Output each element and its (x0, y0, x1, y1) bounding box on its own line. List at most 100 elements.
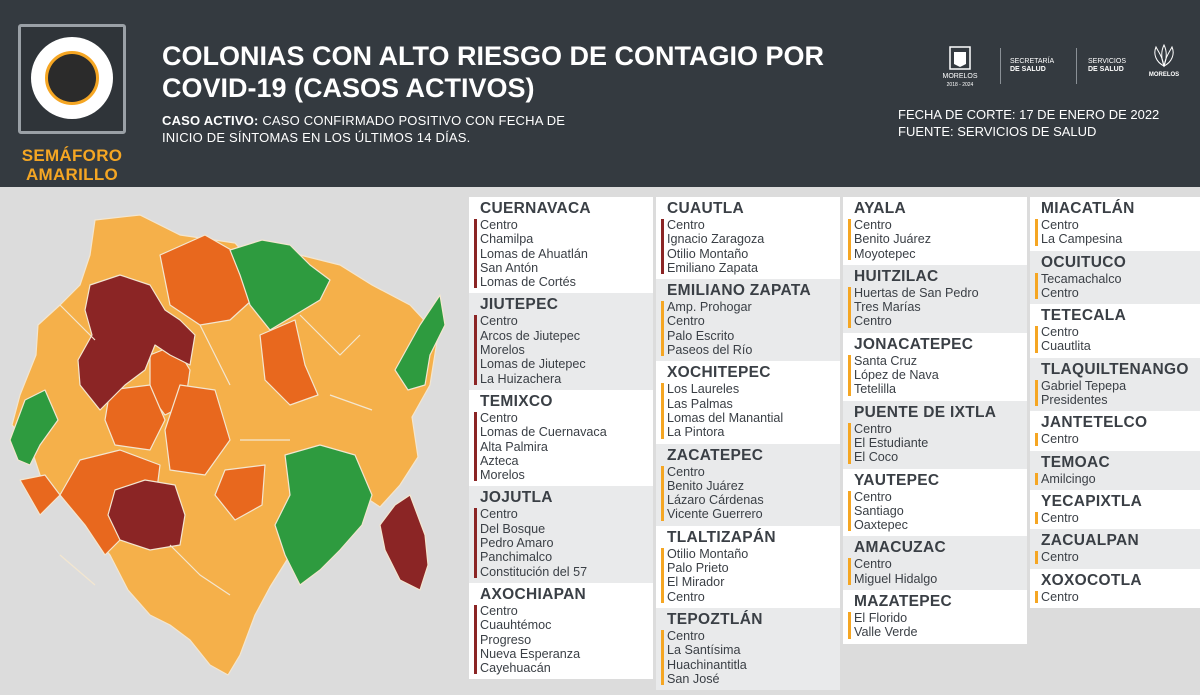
servicios-line2: DE SALUD (1088, 66, 1124, 73)
map-region-red (107, 479, 186, 551)
municipality-column: AYALA Centro Benito Juárez Moyotepec HUITZIL… (843, 197, 1027, 644)
neighborhood-item: El Coco (854, 450, 899, 465)
risk-level-bar (474, 315, 477, 385)
neighborhood-list: Santa Cruz López de Nava Tetelilla (848, 353, 1023, 397)
neighborhood-item: Centro (480, 314, 518, 329)
neighborhood-item: Tres Marías (854, 300, 921, 315)
morelos-government-logo: MORELOS 2018 - 2024 (940, 46, 980, 89)
map-region-green (394, 294, 446, 391)
neighborhood-item: Huachinantitla (667, 657, 747, 672)
neighborhood-list: Centro (1035, 432, 1196, 446)
risk-level-bar (848, 219, 851, 260)
yellow-light-icon (38, 44, 106, 112)
map-region-orange (164, 384, 231, 476)
neighborhood-list: Centro La Santísima Huachinantitla San José (661, 628, 836, 686)
neighborhood-item: Lomas del Manantial (667, 410, 784, 425)
municipality-block: AMACUZAC Centro Miguel Hidalgo (843, 536, 1027, 591)
secretaria-line2: DE SALUD (1010, 66, 1046, 73)
map-region-red (77, 274, 196, 411)
municipality-name: OCUITUCO (1041, 253, 1127, 271)
neighborhood-item: Ignacio Zaragoza (667, 232, 765, 247)
risk-level-bar (474, 219, 477, 289)
state-silhouette-icon (48, 54, 96, 102)
risk-level-bar (1035, 379, 1038, 407)
neighborhood-item: Benito Juárez (854, 232, 932, 247)
risk-level-bar (1035, 326, 1038, 353)
neighborhood-list: Centro Miguel Hidalgo (848, 557, 1023, 586)
municipality-name: MIACATLÁN (1041, 200, 1135, 217)
neighborhood-item: Las Palmas (667, 396, 733, 411)
neighborhood-item: Pedro Amaro (480, 536, 554, 551)
neighborhood-list: Centro El Estudiante El Coco (848, 422, 1023, 465)
neighborhood-list: Amp. Prohogar Centro Palo Escrito Paseos de… (661, 300, 836, 358)
neighborhood-item: Centro (667, 628, 705, 643)
risk-level-bar (1035, 590, 1038, 603)
risk-level-bar (1035, 511, 1038, 525)
municipality-block: JIUTEPEC Centro Arcos de Jiutepec Morelos Lo… (469, 293, 653, 390)
municipality-block: YECAPIXTLA Centro (1030, 489, 1200, 530)
definition-text-1: CASO CONFIRMADO POSITIVO CON FECHA DE (258, 113, 566, 128)
risk-level-bar (661, 301, 664, 357)
neighborhood-item: Cuautlita (1041, 339, 1091, 354)
neighborhood-item: Centro (1041, 550, 1079, 565)
risk-level-bar (848, 490, 851, 532)
municipality-name: CUERNAVACA (480, 200, 591, 217)
morelos-flower-icon (1154, 43, 1174, 68)
logo-divider (1000, 48, 1001, 84)
neighborhood-item: Centro (667, 314, 705, 329)
logo-divider (1076, 48, 1077, 84)
neighborhood-item: Santa Cruz (854, 353, 917, 368)
municipality-name: JOJUTLA (480, 489, 553, 507)
municipality-block: HUITZILAC Huertas de San Pedro Tres Marías… (843, 264, 1027, 333)
risk-level-bar (1035, 551, 1038, 564)
municipality-name: TEPOZTLÁN (667, 610, 763, 628)
neighborhood-list: Los Laureles Las Palmas Lomas del Manantia… (661, 382, 836, 440)
definition-term: CASO ACTIVO: (162, 113, 259, 128)
municipality-block: AYALA Centro Benito Juárez Moyotepec (843, 197, 1027, 265)
risk-level-bar (661, 465, 664, 521)
neighborhood-item: Emiliano Zapata (667, 260, 759, 275)
risk-level-bar (1035, 472, 1038, 485)
municipality-block: TEMOAC Amilcingo (1030, 450, 1200, 490)
neighborhood-item: San José (667, 671, 720, 686)
neighborhood-item: Paseos del Río (667, 343, 753, 358)
neighborhood-item: Centro (480, 507, 518, 522)
municipality-block: MIACATLÁN Centro La Campesina (1030, 197, 1200, 251)
neighborhood-item: Presidentes (1041, 393, 1108, 408)
neighborhood-list: Centro Ignacio Zaragoza Otilio Montaño Emil… (661, 218, 836, 275)
neighborhood-item: Benito Juárez (667, 478, 745, 493)
municipality-column: MIACATLÁN Centro La Campesina OCUITUCO Tecam… (1030, 197, 1200, 608)
municipality-name: TLAQUILTENANGO (1041, 360, 1189, 378)
municipality-name: HUITZILAC (854, 267, 939, 285)
map-region-orange (19, 474, 61, 516)
municipality-block: YAUTEPEC Centro Santiago Oaxtepec (843, 468, 1027, 537)
neighborhood-item: El Estudiante (854, 435, 929, 450)
neighborhood-item: Santiago (854, 503, 904, 518)
municipality-name: TEMIXCO (480, 392, 553, 410)
neighborhood-item: Cuauhtémoc (480, 618, 552, 633)
neighborhood-item: San Antón (480, 260, 539, 275)
neighborhood-item: Morelos (480, 343, 525, 358)
municipality-block: TETECALA Centro Cuautlita (1030, 304, 1200, 358)
institution-logos: MORELOS 2018 - 2024 SECRETARÍA DE SALUD … (930, 43, 1190, 90)
neighborhood-list: Otilio Montaño Palo Prieto El Mirador Centr… (661, 547, 836, 604)
municipality-block: JANTETELCO Centro (1030, 411, 1200, 451)
neighborhood-item: Valle Verde (854, 625, 918, 640)
municipality-block: TEMIXCO Centro Lomas de Cuernavaca Alta Pal… (469, 389, 653, 487)
neighborhood-item: La Pintora (667, 425, 725, 440)
municipality-block: CUAUTLA Centro Ignacio Zaragoza Otilio Mont… (656, 197, 840, 280)
neighborhood-item: Centro (854, 489, 892, 504)
neighborhood-item: Centro (667, 464, 705, 479)
neighborhood-item: Centro (854, 314, 892, 329)
municipality-name: JIUTEPEC (480, 296, 559, 314)
risk-level-bar (474, 604, 477, 675)
neighborhood-item: Centro (480, 410, 518, 425)
title-line1: COLONIAS CON ALTO RIESGO DE CONTAGIO POR (162, 41, 825, 71)
municipality-block: XOXOCOTLA Centro (1030, 568, 1200, 608)
neighborhood-list: Amilcingo (1035, 472, 1196, 486)
neighborhood-item: Centro (667, 589, 705, 604)
neighborhood-item: Palo Escrito (667, 328, 735, 343)
neighborhood-list: Centro Benito Juárez Moyotepec (848, 218, 1023, 261)
neighborhood-item: Miguel Hidalgo (854, 571, 938, 586)
definition-text-2: INICIO DE SÍNTOMAS EN LOS ÚLTIMOS 14 DÍA… (162, 130, 471, 145)
